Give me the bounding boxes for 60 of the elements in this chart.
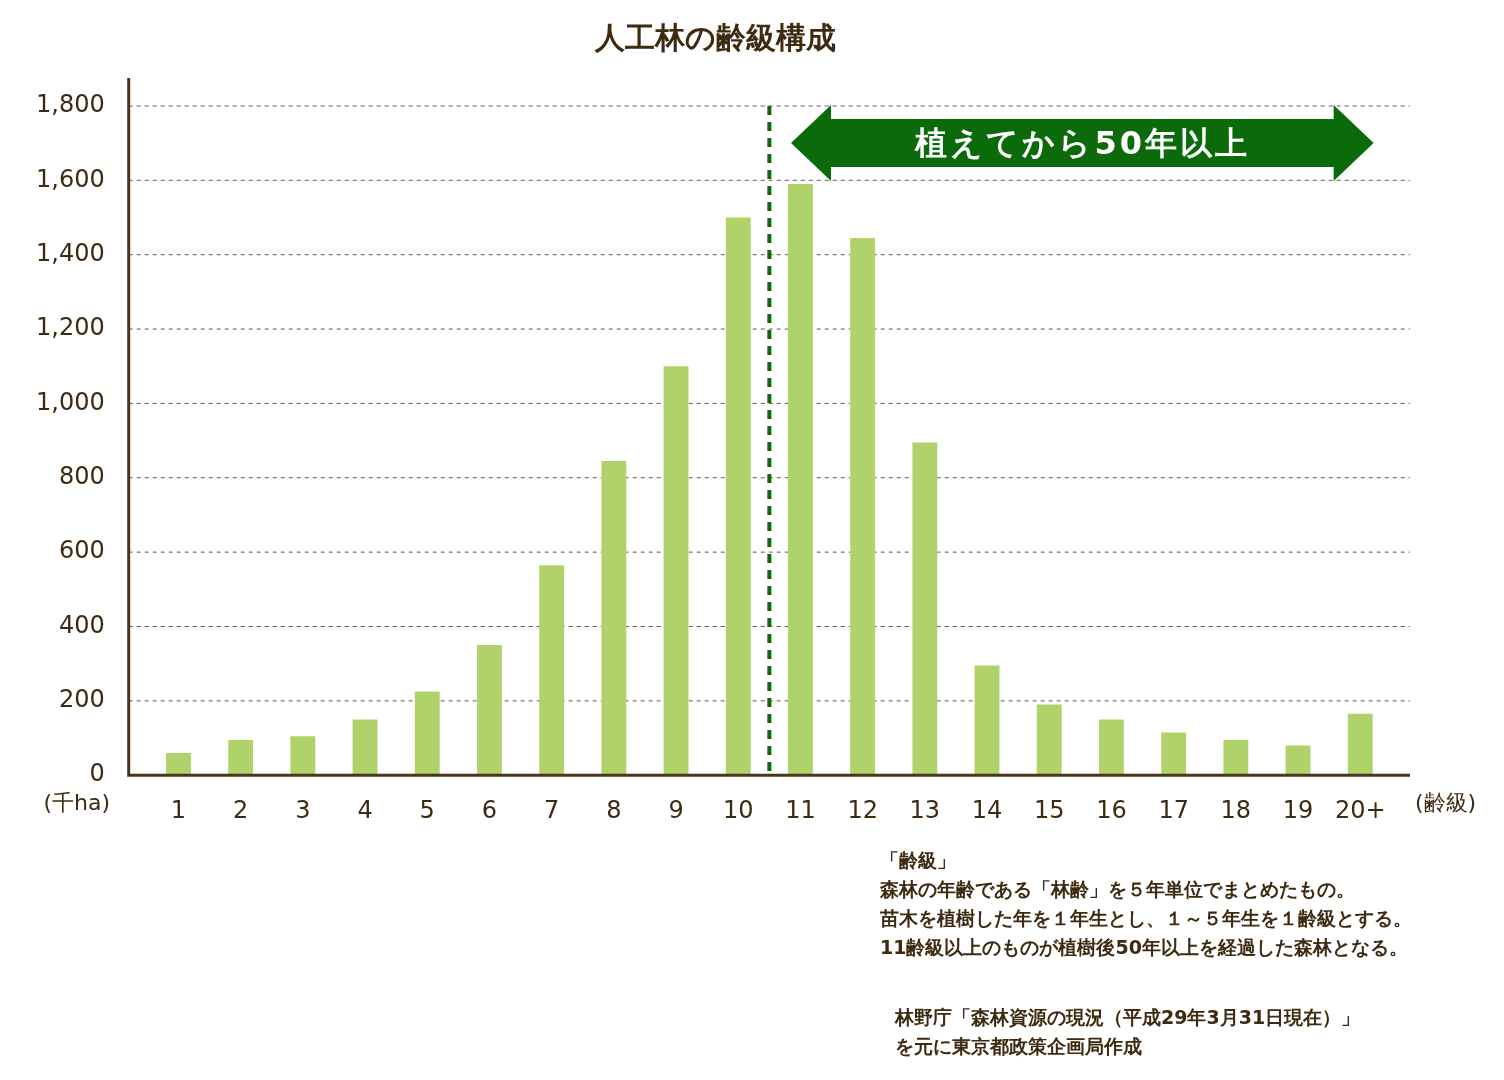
x-tick-label: 8 (606, 795, 622, 824)
x-tick-label: 10 (722, 795, 754, 824)
x-tick-label: 19 (1282, 795, 1314, 824)
annotation: 植えてから50年以上 (913, 123, 1251, 163)
y-tick-label: 400 (58, 610, 105, 639)
bar (601, 461, 627, 776)
bar (290, 736, 316, 776)
bar (1099, 719, 1124, 776)
bar (477, 645, 502, 776)
bar (1161, 732, 1187, 776)
y-tick-label: 0 (89, 759, 105, 788)
y-tick-label: 800 (58, 462, 105, 491)
y-tick-label: 1,400 (35, 238, 105, 267)
bar (974, 665, 1000, 776)
y-tick-label: 1,800 (35, 90, 105, 119)
y-tick-label: 1,600 (35, 164, 105, 193)
bar (788, 184, 813, 776)
x-tick-label: 1 (170, 795, 187, 824)
bar (1347, 713, 1373, 776)
text: 11齢級以上のものが植樹後50年以上を経過した森林となる。 (880, 935, 1409, 960)
bar (912, 442, 938, 776)
text: 苗木を植樹した年を１年生とし、１～５年生を１齢級とする。 (880, 906, 1412, 931)
chart-title: 人工林の齢級構成 (593, 19, 836, 55)
text: を元に東京都政策企画局作成 (895, 1034, 1143, 1059)
x-axis-title: (齢級) (1415, 789, 1477, 815)
y-axis-title: (千ha) (43, 789, 110, 815)
bar (1285, 745, 1311, 776)
x-tick-label: 7 (544, 795, 560, 824)
bar (228, 739, 254, 776)
bar (1036, 704, 1062, 776)
x-tick-label: 11 (785, 795, 816, 824)
y-tick-label: 600 (58, 536, 105, 565)
y-tick-label: 1,200 (35, 313, 105, 342)
bar (414, 691, 440, 776)
bar (850, 237, 876, 776)
x-tick-label: 14 (971, 795, 1003, 824)
x-tick-label: 13 (909, 795, 941, 824)
y-tick-label: 200 (58, 685, 105, 714)
x-tick-label: 9 (668, 795, 684, 824)
x-tick-label: 17 (1158, 795, 1189, 824)
x-tick-label: 18 (1220, 795, 1252, 824)
text: 林野庁「森林資源の現況（平成29年3月31日現在）」 (895, 1005, 1361, 1030)
x-tick-label: 12 (847, 795, 878, 824)
x-tick-label: 2 (233, 795, 249, 824)
x-tick-label: 6 (481, 795, 498, 824)
y-tick-label: 1,000 (35, 387, 105, 416)
x-tick-label: 15 (1033, 795, 1065, 824)
text: 森林の年齢である「林齢」を５年単位でまとめたもの。 (880, 877, 1356, 902)
bar (725, 217, 751, 776)
bar (663, 366, 689, 776)
text: 「齢級」 (880, 848, 957, 873)
bar (166, 752, 191, 776)
x-tick-label: 4 (357, 795, 373, 824)
bar (352, 719, 378, 776)
bar (1223, 739, 1249, 776)
bar (539, 565, 565, 776)
x-tick-label: 3 (295, 795, 311, 824)
x-tick-label: 16 (1096, 795, 1127, 824)
x-tick-label: 5 (419, 795, 435, 824)
x-tick-label: 20+ (1334, 795, 1386, 824)
